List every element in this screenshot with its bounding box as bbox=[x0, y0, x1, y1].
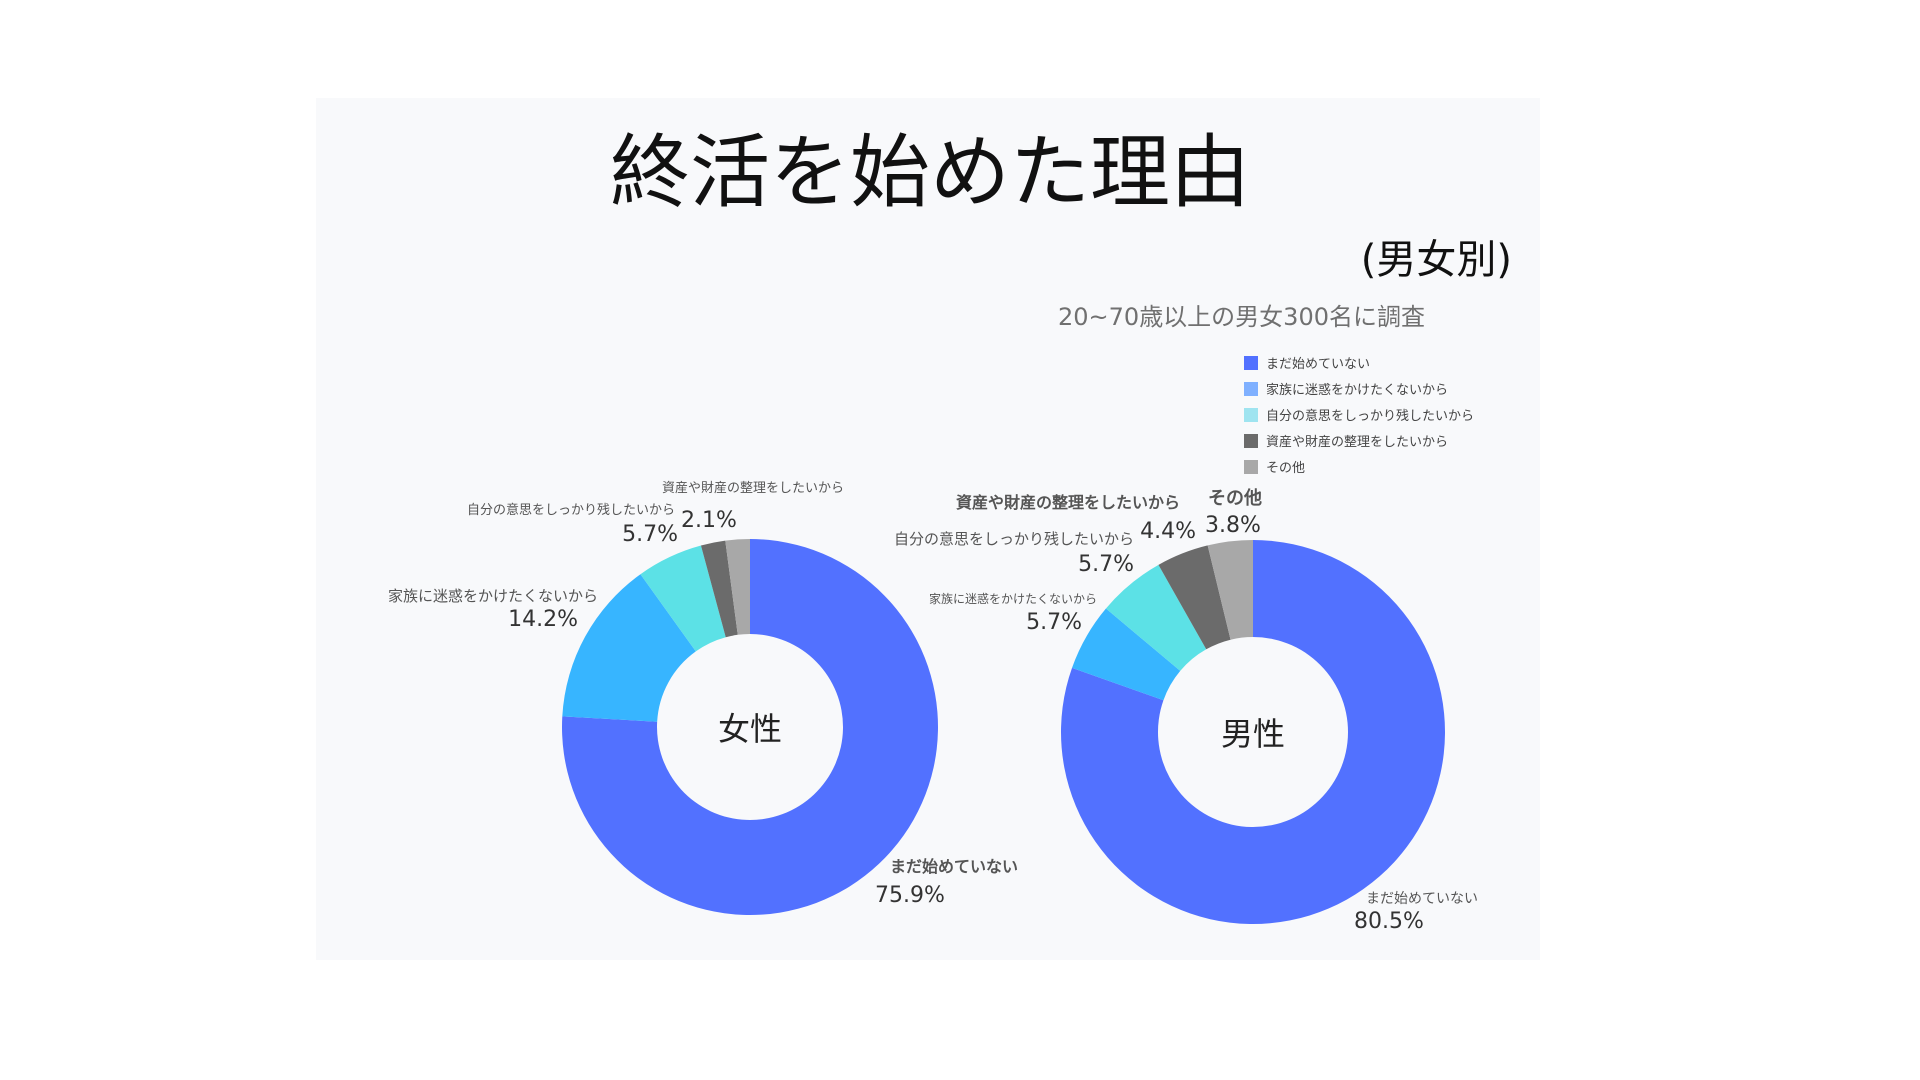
legend-swatch bbox=[1244, 460, 1258, 474]
legend-label: 自分の意思をしっかり残したいから bbox=[1266, 408, 1474, 424]
legend: まだ始めていない家族に迷惑をかけたくないから自分の意思をしっかり残したいから資産… bbox=[1244, 356, 1474, 476]
donut-male: まだ始めていない 80.5% 家族に迷惑をかけたくないから 5.7% 自分の意思をしっか… bbox=[894, 487, 1478, 934]
slice-label: まだ始めていない bbox=[890, 857, 1018, 876]
legend-label: その他 bbox=[1266, 461, 1305, 476]
chart-subtitle: (男女別) bbox=[1361, 237, 1512, 283]
legend-swatch bbox=[1244, 408, 1258, 422]
chart-note: 20~70歳以上の男女300名に調査 bbox=[1058, 303, 1425, 331]
slice-label: 自分の意思をしっかり残したいから bbox=[467, 502, 675, 518]
slice-value-label: 14.2% bbox=[508, 607, 578, 632]
slice-label: 資産や財産の整理をしたいから bbox=[956, 493, 1180, 512]
slice-value-label: 4.4% bbox=[1140, 519, 1196, 544]
slice-label: 資産や財産の整理をしたいから bbox=[662, 480, 844, 496]
slice-value-label: 2.1% bbox=[681, 508, 737, 533]
legend-swatch bbox=[1244, 434, 1258, 448]
donut-slice bbox=[640, 545, 726, 652]
donut-female: まだ始めていない 75.9% 家族に迷惑をかけたくないから 14.2% 自分の意思をしっ… bbox=[388, 480, 1018, 915]
slice-value-label: 5.7% bbox=[1026, 610, 1082, 635]
slice-label: 家族に迷惑をかけたくないから bbox=[388, 587, 598, 605]
slice-value-label: 75.9% bbox=[875, 883, 945, 908]
donut-slice bbox=[1105, 564, 1207, 671]
donut-slice bbox=[562, 539, 938, 915]
donut-slice bbox=[1061, 540, 1445, 924]
donut-slice bbox=[700, 540, 738, 638]
donut-slice bbox=[562, 574, 696, 722]
donut-slice bbox=[1072, 608, 1181, 701]
slice-label: その他 bbox=[1208, 487, 1262, 509]
legend-label: 家族に迷惑をかけたくないから bbox=[1266, 382, 1448, 398]
slice-value-label: 3.8% bbox=[1205, 513, 1261, 538]
donut-slice bbox=[1158, 545, 1231, 650]
chart-title: 終活を始めた理由 bbox=[610, 126, 1250, 219]
slice-value-label: 5.7% bbox=[622, 522, 678, 547]
legend-label: 資産や財産の整理をしたいから bbox=[1266, 434, 1448, 450]
slice-value-label: 5.7% bbox=[1078, 552, 1134, 577]
donut-center-label: 男性 bbox=[1221, 715, 1285, 753]
slice-label: 家族に迷惑をかけたくないから bbox=[929, 591, 1097, 606]
slice-label: 自分の意思をしっかり残したいから bbox=[894, 530, 1134, 548]
slice-label: まだ始めていない bbox=[1366, 891, 1478, 907]
donut-slice bbox=[1207, 540, 1253, 640]
legend-label: まだ始めていない bbox=[1266, 357, 1370, 372]
donut-center-label: 女性 bbox=[718, 710, 782, 748]
legend-swatch bbox=[1244, 356, 1258, 370]
legend-swatch bbox=[1244, 382, 1258, 396]
slice-value-label: 80.5% bbox=[1354, 909, 1424, 934]
donut-slice bbox=[725, 539, 750, 635]
